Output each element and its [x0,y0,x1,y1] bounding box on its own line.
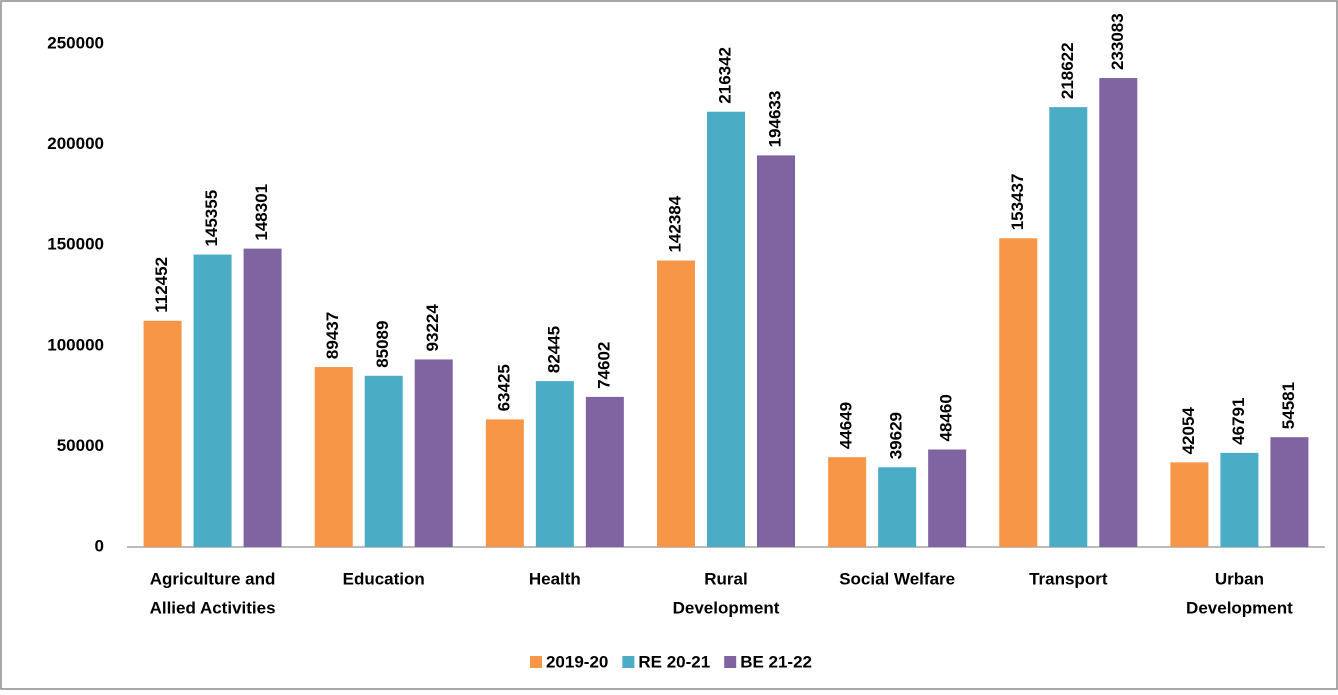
legend-label: BE 21-22 [740,652,812,671]
bar [928,449,967,547]
bar [485,419,524,547]
legend-label: RE 20-21 [638,652,710,671]
bar [707,111,745,547]
bar [757,155,795,547]
x-tick-label: Social Welfare [839,569,955,588]
x-tick-label: Agriculture and [150,569,276,588]
y-tick-label: 250000 [47,33,104,52]
bar [535,381,574,547]
value-label: 48460 [937,394,956,441]
bar [657,260,695,547]
value-label: 233083 [1108,13,1127,70]
value-label: 218622 [1058,42,1077,99]
bar [364,375,403,547]
bar [999,238,1038,547]
value-label: 46791 [1229,398,1248,445]
bar [878,467,917,547]
legend-swatch [724,656,737,668]
x-tick-label: Education [343,569,425,588]
bar [143,320,182,547]
x-tick-label: Development [1186,598,1293,617]
value-label: 142384 [665,195,684,252]
bar [1170,462,1209,547]
value-label: 153437 [1008,174,1027,231]
value-label: 148301 [252,184,271,241]
value-label: 85089 [373,321,392,368]
y-tick-label: 0 [95,536,104,555]
value-label: 194633 [765,91,784,148]
bar [1099,78,1138,548]
y-tick-label: 150000 [47,235,104,254]
value-label: 39629 [887,412,906,459]
value-label: 44649 [837,402,856,449]
x-tick-label: Rural [704,569,747,588]
y-tick-label: 200000 [47,134,104,153]
bar [193,254,232,547]
legend-swatch [622,656,635,668]
y-tick-label: 50000 [57,436,104,455]
bar [314,367,353,547]
x-tick-label: Urban [1215,569,1264,588]
bar [1270,437,1309,547]
x-tick-label: Transport [1029,569,1108,588]
bar [828,457,867,547]
value-label: 42054 [1179,407,1198,455]
value-label: 145355 [202,190,221,247]
bar [1220,452,1259,547]
bar [243,248,282,547]
value-label: 82445 [544,326,563,373]
value-label: 63425 [494,364,513,411]
x-tick-label: Health [529,569,581,588]
x-tick-label: Allied Activities [150,598,276,617]
y-tick-label: 100000 [47,335,104,354]
x-tick-label: Development [673,598,780,617]
value-label: 93224 [423,304,442,352]
bar [585,396,624,547]
legend-label: 2019-20 [546,652,608,671]
legend-swatch [529,656,542,668]
value-label: 89437 [323,312,342,359]
value-label: 216342 [715,47,734,104]
value-label: 74602 [594,342,613,389]
value-label: 112452 [152,257,171,313]
bar [1049,107,1088,547]
bar [414,359,453,547]
value-label: 54581 [1279,382,1298,429]
